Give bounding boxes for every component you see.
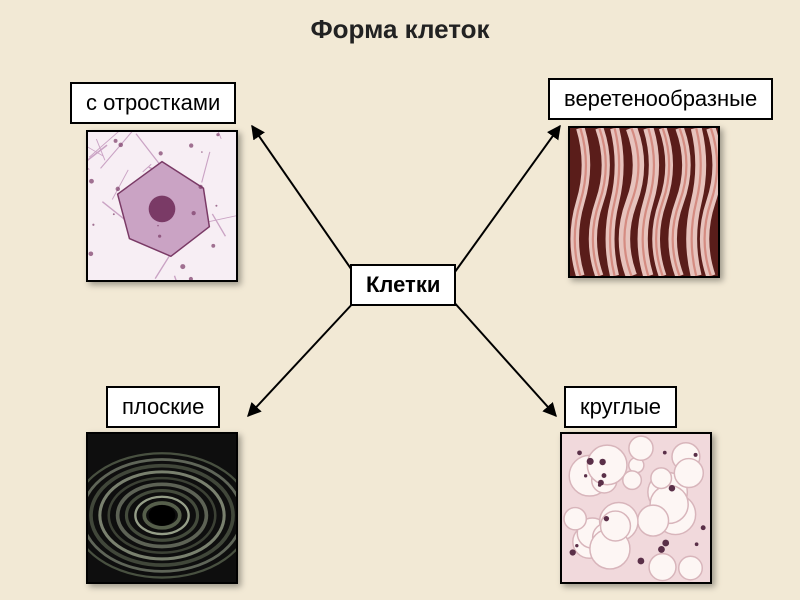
thumb-spindle	[568, 126, 720, 278]
thumb-round	[560, 432, 712, 584]
label-spindle: веретенообразные	[548, 78, 773, 120]
label-round: круглые	[564, 386, 677, 428]
label-flat: плоские	[106, 386, 220, 428]
label-branched: с отростками	[70, 82, 236, 124]
thumb-branched	[86, 130, 238, 282]
diagram-title: Форма клеток	[0, 14, 800, 45]
center-node: Клетки	[350, 264, 456, 306]
thumb-flat	[86, 432, 238, 584]
